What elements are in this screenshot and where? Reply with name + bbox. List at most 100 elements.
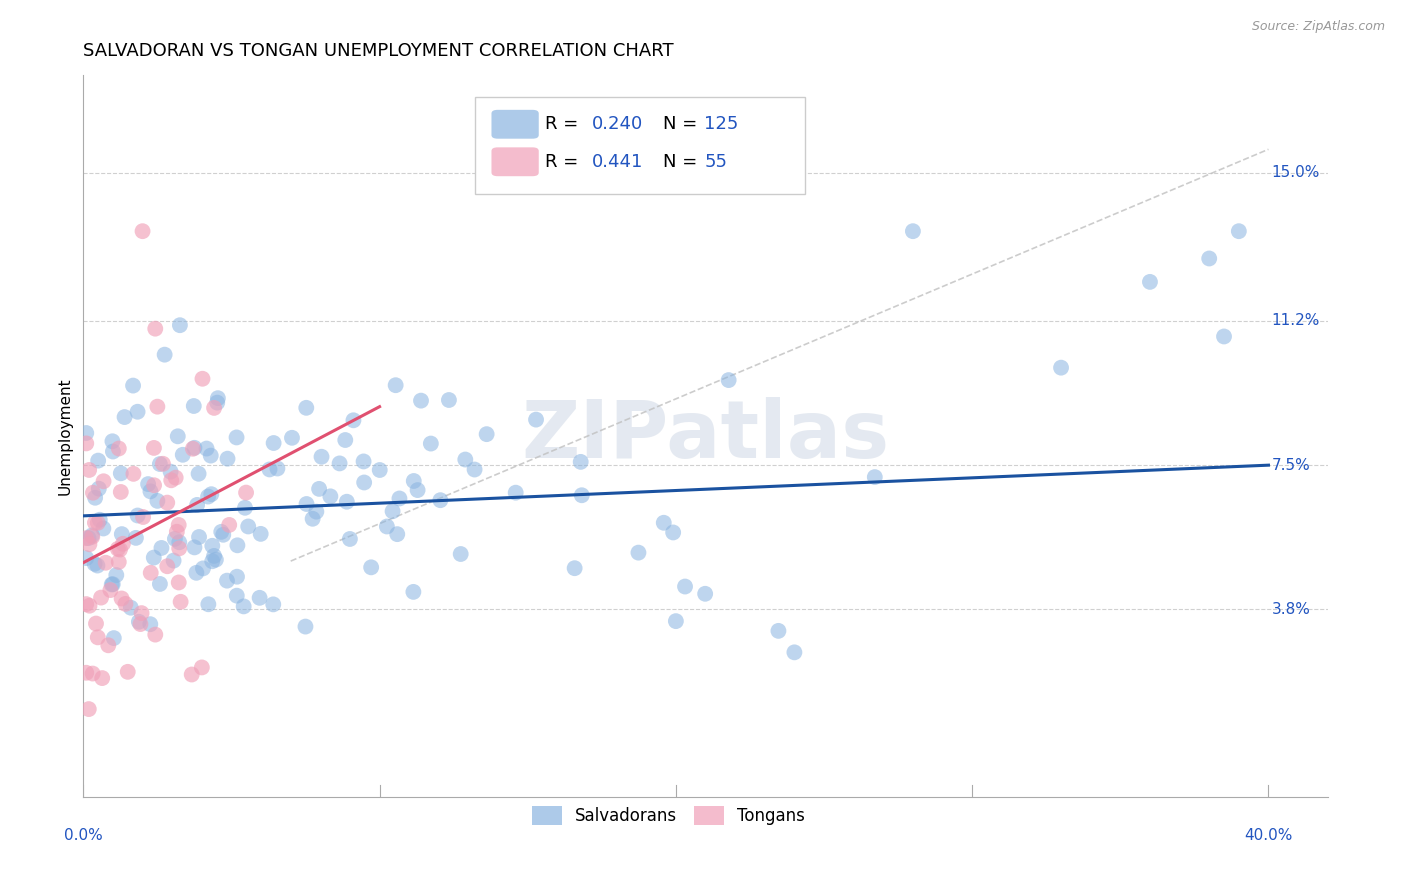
Point bbox=[97, 638, 120, 652]
Point bbox=[768, 624, 790, 638]
Point bbox=[305, 505, 328, 519]
Point bbox=[93, 475, 115, 489]
Point bbox=[218, 517, 240, 532]
Y-axis label: Unemployment: Unemployment bbox=[58, 377, 72, 495]
Point bbox=[79, 599, 101, 613]
Point bbox=[143, 321, 166, 335]
Point bbox=[152, 457, 174, 471]
Point bbox=[652, 516, 675, 530]
Point bbox=[114, 410, 136, 425]
Text: R =: R = bbox=[546, 153, 578, 170]
Point bbox=[125, 531, 148, 545]
Point bbox=[673, 580, 696, 594]
Text: 55: 55 bbox=[704, 153, 727, 170]
Point bbox=[342, 413, 364, 427]
Point bbox=[167, 518, 190, 533]
Text: SALVADORAN VS TONGAN UNEMPLOYMENT CORRELATION CHART: SALVADORAN VS TONGAN UNEMPLOYMENT CORREL… bbox=[83, 42, 673, 60]
Point bbox=[128, 615, 150, 629]
Point bbox=[75, 436, 97, 450]
Point bbox=[419, 436, 441, 450]
Point bbox=[226, 538, 249, 552]
Point bbox=[202, 401, 225, 415]
Point bbox=[200, 449, 222, 463]
Point bbox=[165, 470, 187, 484]
Point bbox=[233, 500, 256, 515]
Point bbox=[114, 597, 136, 611]
Point bbox=[90, 591, 112, 605]
Point bbox=[143, 478, 166, 492]
Point bbox=[505, 485, 527, 500]
Point bbox=[197, 490, 219, 504]
Point bbox=[311, 450, 333, 464]
Point bbox=[402, 474, 425, 488]
Point bbox=[166, 429, 188, 443]
Point bbox=[108, 542, 131, 557]
Point bbox=[524, 412, 547, 426]
Point bbox=[387, 527, 409, 541]
Text: N =: N = bbox=[664, 153, 697, 170]
Point bbox=[103, 631, 125, 645]
Point bbox=[212, 527, 235, 541]
Point bbox=[82, 666, 104, 681]
Text: 0.0%: 0.0% bbox=[63, 828, 103, 843]
FancyBboxPatch shape bbox=[492, 147, 538, 177]
Point bbox=[183, 441, 205, 455]
Point bbox=[238, 519, 260, 533]
Point bbox=[150, 541, 173, 555]
Point bbox=[295, 497, 318, 511]
FancyBboxPatch shape bbox=[475, 97, 806, 194]
Point bbox=[226, 570, 249, 584]
Point bbox=[132, 510, 155, 524]
Point bbox=[319, 489, 342, 503]
Point bbox=[627, 546, 650, 560]
Point bbox=[195, 442, 218, 456]
Point bbox=[429, 493, 451, 508]
Point bbox=[450, 547, 472, 561]
Point bbox=[202, 549, 225, 563]
Point bbox=[75, 551, 97, 566]
Point bbox=[266, 461, 288, 475]
Point bbox=[207, 391, 229, 405]
Text: 0.441: 0.441 bbox=[592, 153, 644, 170]
Point bbox=[101, 577, 124, 591]
Point bbox=[100, 582, 122, 597]
Point bbox=[259, 462, 281, 476]
Point bbox=[142, 550, 165, 565]
Point bbox=[209, 524, 232, 539]
Point bbox=[191, 561, 214, 575]
Point bbox=[139, 566, 162, 580]
Point bbox=[107, 541, 129, 556]
Point bbox=[197, 597, 219, 611]
Point bbox=[127, 405, 149, 419]
Point bbox=[308, 482, 330, 496]
Point bbox=[375, 519, 398, 533]
Point bbox=[127, 508, 149, 523]
Point bbox=[225, 430, 247, 444]
Point bbox=[169, 595, 191, 609]
Text: 3.8%: 3.8% bbox=[1271, 602, 1310, 617]
Point bbox=[167, 575, 190, 590]
Point bbox=[262, 598, 284, 612]
Point bbox=[75, 597, 97, 611]
Point bbox=[454, 452, 477, 467]
Point bbox=[225, 589, 247, 603]
Point bbox=[169, 318, 191, 333]
Point bbox=[153, 348, 176, 362]
Point bbox=[353, 454, 375, 468]
Point bbox=[82, 530, 104, 544]
Point bbox=[200, 487, 222, 501]
Point bbox=[84, 516, 107, 530]
Point bbox=[142, 441, 165, 455]
Point bbox=[409, 393, 432, 408]
Point bbox=[662, 525, 685, 540]
Point bbox=[75, 425, 97, 440]
Point bbox=[131, 224, 153, 238]
Point bbox=[100, 577, 122, 591]
Point bbox=[402, 585, 425, 599]
Point bbox=[301, 512, 323, 526]
Point bbox=[201, 554, 224, 568]
Point bbox=[105, 568, 128, 582]
Text: 11.2%: 11.2% bbox=[1271, 313, 1320, 328]
Point bbox=[235, 485, 257, 500]
Point bbox=[191, 372, 214, 386]
